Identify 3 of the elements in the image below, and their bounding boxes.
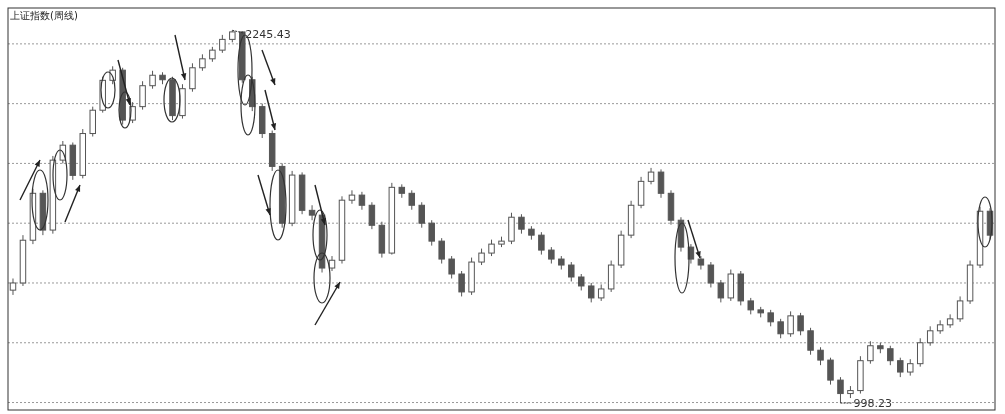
annotation: 2245.43 <box>245 28 291 42</box>
annotation: 998.23 <box>853 397 892 411</box>
chart-title: 上证指数(周线) <box>10 10 78 21</box>
